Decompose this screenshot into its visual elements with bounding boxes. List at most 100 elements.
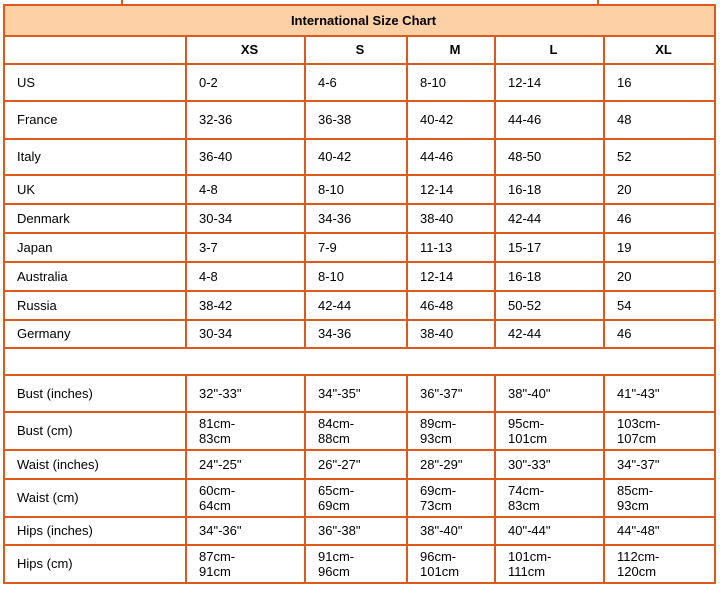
size-cell: 42-44 [494,319,605,349]
row-label: Denmark [3,203,187,234]
spacer-cell [2,347,717,376]
size-cell: 60cm- 64cm [185,478,306,518]
size-cell: 8-10 [304,174,408,205]
size-cell: 44-46 [406,138,496,176]
size-cell: 16-18 [494,261,605,292]
table-row-waist-inches: Waist (inches) 24"-25" 26"-27" 28"-29" 3… [3,449,717,480]
size-cell: 19 [602,232,717,263]
row-label: Russia [3,290,187,321]
size-cell: 89cm- 93cm [406,411,496,451]
size-cell: 30"-33" [494,449,605,480]
size-cell: 65cm- 69cm [304,478,408,518]
size-cell: 74cm- 83cm [494,478,605,518]
size-cell: 44"-48" [602,516,717,546]
row-label: Bust (inches) [3,374,187,413]
table-row-uk: UK 4-8 8-10 12-14 16-18 20 [3,174,717,205]
top-crop-strip [0,0,720,4]
size-cell: 38-40 [406,319,496,349]
size-cell: 38-42 [185,290,306,321]
size-cell: 20 [602,174,717,205]
size-chart-table: International Size Chart XS S M L XL US … [2,4,717,584]
size-cell: 42-44 [304,290,408,321]
size-cell: 4-6 [304,63,408,102]
size-cell: 0-2 [185,63,306,102]
size-cell: 42-44 [494,203,605,234]
size-cell: 48 [602,100,717,140]
size-cell: 7-9 [304,232,408,263]
row-label: Waist (inches) [3,449,187,480]
table-row-bust-cm: Bust (cm) 81cm- 83cm 84cm- 88cm 89cm- 93… [3,411,717,451]
size-cell: 15-17 [494,232,605,263]
size-cell: 101cm- 111cm [494,544,605,584]
size-cell: 40-42 [406,100,496,140]
table-row-france: France 32-36 36-38 40-42 44-46 48 [3,100,717,140]
size-cell: 84cm- 88cm [304,411,408,451]
row-label: US [3,63,187,102]
size-cell: 32"-33" [185,374,306,413]
cropped-border-artifact [597,0,599,4]
size-cell: 4-8 [185,174,306,205]
size-cell: 87cm- 91cm [185,544,306,584]
column-header-xs: XS [185,35,306,65]
row-label: UK [3,174,187,205]
size-cell: 69cm- 73cm [406,478,496,518]
size-cell: 36-38 [304,100,408,140]
size-cell: 16-18 [494,174,605,205]
size-cell: 8-10 [304,261,408,292]
size-cell: 11-13 [406,232,496,263]
size-cell: 36-40 [185,138,306,176]
table-row-russia: Russia 38-42 42-44 46-48 50-52 54 [3,290,717,321]
table-row-waist-cm: Waist (cm) 60cm- 64cm 65cm- 69cm 69cm- 7… [3,478,717,518]
chart-title: International Size Chart [2,4,717,37]
row-label: Waist (cm) [3,478,187,518]
table-row-australia: Australia 4-8 8-10 12-14 16-18 20 [3,261,717,292]
column-header-xl: XL [602,35,717,65]
size-cell: 85cm- 93cm [602,478,717,518]
table-row-bust-inches: Bust (inches) 32"-33" 34"-35" 36"-37" 38… [3,374,717,413]
header-row: XS S M L XL [3,35,717,65]
size-cell: 48-50 [494,138,605,176]
size-cell: 34"-37" [602,449,717,480]
size-cell: 40"-44" [494,516,605,546]
size-cell: 34-36 [304,319,408,349]
size-cell: 96cm- 101cm [406,544,496,584]
size-cell: 20 [602,261,717,292]
size-cell: 38-40 [406,203,496,234]
row-label: Hips (cm) [3,544,187,584]
spacer-row [2,347,717,376]
size-cell: 12-14 [406,261,496,292]
size-cell: 36"-37" [406,374,496,413]
size-cell: 54 [602,290,717,321]
table-row-us: US 0-2 4-6 8-10 12-14 16 [3,63,717,102]
size-cell: 46 [602,319,717,349]
row-label: Germany [3,319,187,349]
table-row-germany: Germany 30-34 34-36 38-40 42-44 46 [3,319,717,349]
size-cell: 46-48 [406,290,496,321]
size-cell: 91cm- 96cm [304,544,408,584]
size-cell: 50-52 [494,290,605,321]
size-cell: 95cm- 101cm [494,411,605,451]
column-header-m: M [406,35,496,65]
table-row-japan: Japan 3-7 7-9 11-13 15-17 19 [3,232,717,263]
size-cell: 30-34 [185,203,306,234]
row-label: Italy [3,138,187,176]
size-cell: 103cm- 107cm [602,411,717,451]
row-label: Bust (cm) [3,411,187,451]
row-label: Japan [3,232,187,263]
size-cell: 34-36 [304,203,408,234]
size-cell: 12-14 [406,174,496,205]
size-cell: 12-14 [494,63,605,102]
column-header-s: S [304,35,408,65]
size-cell: 38"-40" [406,516,496,546]
size-cell: 44-46 [494,100,605,140]
size-cell: 16 [602,63,717,102]
size-cell: 34"-35" [304,374,408,413]
column-header-l: L [494,35,605,65]
table-row-denmark: Denmark 30-34 34-36 38-40 42-44 46 [3,203,717,234]
size-cell: 46 [602,203,717,234]
size-cell: 4-8 [185,261,306,292]
size-cell: 32-36 [185,100,306,140]
size-cell: 52 [602,138,717,176]
row-label: Hips (inches) [3,516,187,546]
size-cell: 24"-25" [185,449,306,480]
